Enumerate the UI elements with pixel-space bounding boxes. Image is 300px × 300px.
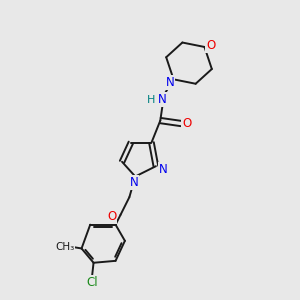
Text: N: N bbox=[166, 76, 174, 89]
Text: H: H bbox=[147, 95, 155, 105]
Text: O: O bbox=[182, 117, 191, 130]
Text: N: N bbox=[129, 176, 138, 189]
Text: O: O bbox=[107, 210, 116, 223]
Text: CH₃: CH₃ bbox=[55, 242, 74, 252]
Text: O: O bbox=[206, 39, 216, 52]
Text: N: N bbox=[158, 93, 167, 106]
Text: N: N bbox=[159, 163, 168, 176]
Text: Cl: Cl bbox=[86, 276, 98, 289]
